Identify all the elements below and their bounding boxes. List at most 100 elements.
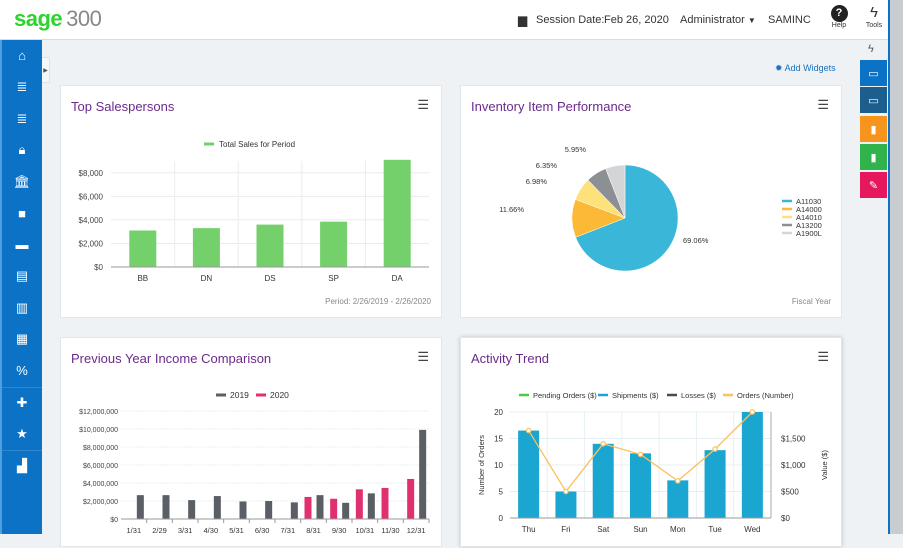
widget-footer: Period: 2/26/2019 - 2/26/2020 <box>325 297 431 306</box>
help-button[interactable]: ? Help <box>828 5 850 29</box>
sidebar-item-13[interactable]: ▟ <box>2 449 42 482</box>
bank-icon: 🏛︎ <box>13 173 31 189</box>
slice-label: 5.95% <box>565 145 587 154</box>
bar-2019-8/31 <box>316 495 324 519</box>
orders-point-Tue <box>712 446 718 452</box>
y-left-tick-label: 15 <box>494 435 503 444</box>
user-menu[interactable]: Administrator ▼ <box>680 14 756 26</box>
orders-point-Fri <box>563 488 569 495</box>
percent-icon: % <box>16 363 28 379</box>
help-icon: ? <box>830 5 848 22</box>
y-left-axis-title: Number of Orders <box>477 435 486 495</box>
bar-2019-4/30 <box>213 496 221 519</box>
widget-income-comparison: Previous Year Income Comparison ☰ 2019 20… <box>60 337 442 547</box>
slice-A1900L <box>605 164 626 219</box>
x-tick-label: Sat <box>597 525 610 534</box>
x-tick-label: Tue <box>708 525 722 534</box>
widget-inventory-performance: Inventory Item Performance ☰ 69.06% A1103… <box>460 85 842 318</box>
bar-shipments-Thu <box>518 430 540 518</box>
legend-label: 2019 <box>230 390 249 400</box>
scrollbar[interactable] <box>888 0 903 534</box>
legend-label: A14010 <box>796 213 822 222</box>
payables-icon: ≣ <box>16 110 28 126</box>
rail-button-2[interactable]: ▮ <box>860 116 887 142</box>
session-date[interactable]: Feb 26, 2020 <box>604 14 669 26</box>
bar-2019-9/30 <box>342 502 350 519</box>
rail-button-1[interactable]: ▭ <box>860 87 887 113</box>
y-left-tick-label: 0 <box>499 514 504 523</box>
sidebar-item-12[interactable]: ★ <box>2 418 42 450</box>
window-clock-icon: ▭ <box>868 94 879 107</box>
widget-top-salespersons: Top Salespersons ☰ Total Sales for Perio… <box>60 85 442 318</box>
bar-2019-1/31 <box>136 495 144 519</box>
bar-2019-12/31 <box>419 429 427 519</box>
rail-button-0[interactable]: ▭ <box>860 60 887 86</box>
sidebar-item-8[interactable]: ▥ <box>2 292 42 324</box>
bar-2019-10/31 <box>367 493 375 519</box>
chevron-down-icon: ▼ <box>747 16 756 25</box>
bar-shipments-Fri <box>555 491 577 518</box>
widget-menu-icon[interactable]: ☰ <box>817 349 829 364</box>
slice-label: 6.35% <box>536 161 558 170</box>
y-right-tick-label: $1,000 <box>781 461 806 470</box>
x-tick-label: DS <box>264 274 275 283</box>
y-tick-label: $4,000,000 <box>83 481 118 488</box>
bar-2019-7/31 <box>290 502 298 519</box>
user-name: Administrator <box>680 14 745 26</box>
x-tick-label: Mon <box>670 525 686 534</box>
y-tick-label: $6,000,000 <box>83 463 118 470</box>
x-tick-label: 1/31 <box>127 526 142 535</box>
x-tick-label: Fri <box>561 525 571 534</box>
sidebar-item-1[interactable]: ≣ <box>2 72 42 104</box>
widget-menu-icon[interactable]: ☰ <box>817 97 829 112</box>
x-tick-label: 2/29 <box>152 526 167 535</box>
bar-2020-11/30 <box>381 487 389 519</box>
widget-menu-icon[interactable]: ☰ <box>417 97 429 112</box>
sidebar-item-7[interactable]: ▤ <box>2 261 42 293</box>
sidebar-item-2[interactable]: ≣ <box>2 103 42 135</box>
y-tick-label: $12,000,000 <box>79 409 118 416</box>
x-tick-label: 11/30 <box>381 526 399 535</box>
sidebar-item-11[interactable]: ✚ <box>2 386 42 419</box>
rail-button-3[interactable]: ▮ <box>860 144 887 170</box>
sidebar-item-5[interactable]: ■ <box>2 198 42 230</box>
widget-menu-icon[interactable]: ☰ <box>417 349 429 364</box>
widget-activity-trend: Activity Trend ☰ Pending Orders ($) Shipm… <box>460 337 842 547</box>
sage-300-logo[interactable]: sage 300 <box>14 6 102 31</box>
sidebar-item-4[interactable]: 🏛︎ <box>2 166 42 198</box>
x-tick-label: 8/31 <box>306 526 321 535</box>
bar-shipments-Sun <box>630 453 651 518</box>
y-tick-label: $0 <box>110 517 118 524</box>
bar-2020-8/31 <box>304 496 312 519</box>
sidebar-item-10[interactable]: % <box>2 355 42 387</box>
orders-point-Thu <box>525 427 532 434</box>
y-right-tick-label: $500 <box>781 488 799 497</box>
rail-button-4[interactable]: ✎ <box>860 172 887 198</box>
sidebar-toggle[interactable]: ▶ <box>42 57 50 83</box>
bar-DA <box>383 159 411 267</box>
y-tick-label: $8,000 <box>79 169 104 178</box>
x-tick-label: 5/31 <box>229 526 244 535</box>
sidebar-item-6[interactable]: ▬ <box>2 229 42 261</box>
x-tick-label: 7/31 <box>281 526 296 535</box>
x-tick-label: 12/31 <box>407 526 426 535</box>
y-tick-label: $8,000,000 <box>83 445 118 452</box>
tools-button[interactable]: ϟ Tools <box>862 4 886 29</box>
y-tick-label: $2,000,000 <box>83 499 118 506</box>
sidebar-item-3[interactable]: 🔒︎ <box>2 135 42 167</box>
receivables-icon: ≣ <box>16 79 28 95</box>
x-tick-label: 4/30 <box>204 526 219 535</box>
report-icon: ▮ <box>870 123 877 136</box>
bar-shipments-Mon <box>667 480 689 518</box>
add-widgets-button[interactable]: ✹ Add Widgets <box>775 63 836 74</box>
orders-point-Wed <box>749 409 756 415</box>
help-label: Help <box>831 22 847 29</box>
legend-label: Shipments ($) <box>612 391 659 400</box>
x-tick-label: 9/30 <box>332 526 347 535</box>
grid-icon: ▦ <box>15 331 29 347</box>
sidebar-item-0[interactable]: ⌂ <box>2 40 42 72</box>
sidebar-item-9[interactable]: ▦ <box>2 324 42 356</box>
lock-icon: 🔒︎ <box>18 142 26 158</box>
bar-2020-9/30 <box>330 498 338 519</box>
search-doc-icon: ▮ <box>870 151 877 164</box>
